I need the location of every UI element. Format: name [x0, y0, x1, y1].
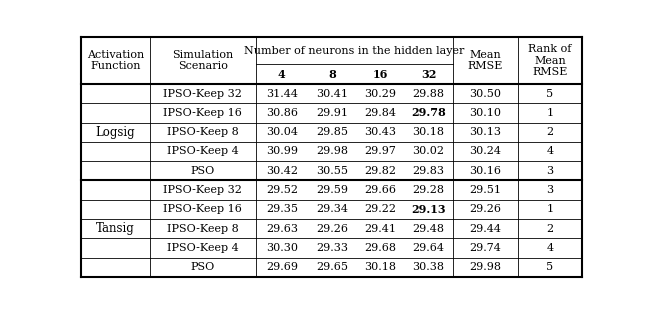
- Text: 4: 4: [547, 243, 554, 253]
- Text: 29.59: 29.59: [316, 185, 348, 195]
- Text: 30.04: 30.04: [266, 127, 298, 137]
- Text: 29.34: 29.34: [316, 204, 348, 214]
- Text: 31.44: 31.44: [266, 89, 298, 99]
- Text: 29.82: 29.82: [364, 166, 397, 176]
- Text: IPSO-Keep 8: IPSO-Keep 8: [167, 127, 239, 137]
- Text: 3: 3: [547, 166, 554, 176]
- Text: IPSO-Keep 16: IPSO-Keep 16: [164, 108, 243, 118]
- Text: 30.10: 30.10: [469, 108, 501, 118]
- Text: Number of neurons in the hidden layer: Number of neurons in the hidden layer: [244, 46, 465, 56]
- Text: 8: 8: [328, 69, 336, 80]
- Text: 4: 4: [547, 146, 554, 156]
- Text: 29.35: 29.35: [266, 204, 298, 214]
- Text: 2: 2: [547, 127, 554, 137]
- Text: 29.63: 29.63: [266, 224, 298, 234]
- Text: 30.16: 30.16: [469, 166, 501, 176]
- Text: IPSO-Keep 4: IPSO-Keep 4: [167, 243, 239, 253]
- Text: 3: 3: [547, 185, 554, 195]
- Text: Mean
RMSE: Mean RMSE: [468, 50, 503, 72]
- Text: Tansig: Tansig: [96, 222, 135, 235]
- Text: 29.84: 29.84: [364, 108, 397, 118]
- Text: 30.29: 30.29: [364, 89, 397, 99]
- Text: 30.42: 30.42: [266, 166, 298, 176]
- Text: IPSO-Keep 32: IPSO-Keep 32: [164, 89, 243, 99]
- Text: 30.43: 30.43: [364, 127, 397, 137]
- Text: 30.02: 30.02: [413, 146, 444, 156]
- Text: 29.85: 29.85: [316, 127, 348, 137]
- Text: 29.48: 29.48: [413, 224, 444, 234]
- Text: 29.13: 29.13: [411, 204, 446, 215]
- Text: 30.30: 30.30: [266, 243, 298, 253]
- Text: 29.68: 29.68: [364, 243, 397, 253]
- Text: 30.86: 30.86: [266, 108, 298, 118]
- Text: Rank of
Mean
RMSE: Rank of Mean RMSE: [529, 44, 572, 77]
- Text: IPSO-Keep 8: IPSO-Keep 8: [167, 224, 239, 234]
- Text: 29.91: 29.91: [316, 108, 348, 118]
- Text: 32: 32: [421, 69, 436, 80]
- Text: 29.98: 29.98: [469, 262, 501, 272]
- Text: 29.64: 29.64: [413, 243, 444, 253]
- Text: 30.24: 30.24: [469, 146, 501, 156]
- Text: 4: 4: [278, 69, 286, 80]
- Text: 30.55: 30.55: [316, 166, 348, 176]
- Text: 1: 1: [547, 108, 554, 118]
- Text: 30.13: 30.13: [469, 127, 501, 137]
- Text: 30.18: 30.18: [364, 262, 397, 272]
- Text: IPSO-Keep 16: IPSO-Keep 16: [164, 204, 243, 214]
- Text: 29.22: 29.22: [364, 204, 397, 214]
- Text: 29.51: 29.51: [469, 185, 501, 195]
- Text: 5: 5: [547, 89, 554, 99]
- Text: 16: 16: [373, 69, 388, 80]
- Text: IPSO-Keep 32: IPSO-Keep 32: [164, 185, 243, 195]
- Text: 29.44: 29.44: [469, 224, 501, 234]
- Text: 29.41: 29.41: [364, 224, 397, 234]
- Text: 30.50: 30.50: [469, 89, 501, 99]
- Text: Simulation
Scenario: Simulation Scenario: [172, 50, 234, 72]
- Text: Activation
Function: Activation Function: [87, 50, 144, 72]
- Text: 29.98: 29.98: [316, 146, 348, 156]
- Text: 29.65: 29.65: [316, 262, 348, 272]
- Text: 29.74: 29.74: [469, 243, 501, 253]
- Text: PSO: PSO: [191, 166, 215, 176]
- Text: PSO: PSO: [191, 262, 215, 272]
- Text: 29.66: 29.66: [364, 185, 397, 195]
- Text: 29.26: 29.26: [469, 204, 501, 214]
- Text: 30.41: 30.41: [316, 89, 348, 99]
- Text: 30.99: 30.99: [266, 146, 298, 156]
- Text: 29.78: 29.78: [411, 107, 446, 118]
- Text: 29.83: 29.83: [413, 166, 444, 176]
- Text: 29.33: 29.33: [316, 243, 348, 253]
- Text: 30.38: 30.38: [413, 262, 444, 272]
- Text: 29.26: 29.26: [316, 224, 348, 234]
- Text: 29.69: 29.69: [266, 262, 298, 272]
- Text: 2: 2: [547, 224, 554, 234]
- Text: 29.52: 29.52: [266, 185, 298, 195]
- Text: 29.97: 29.97: [364, 146, 397, 156]
- Text: 29.28: 29.28: [413, 185, 444, 195]
- Text: 30.18: 30.18: [413, 127, 444, 137]
- Text: 5: 5: [547, 262, 554, 272]
- Text: Logsig: Logsig: [96, 126, 135, 139]
- Text: 1: 1: [547, 204, 554, 214]
- Text: IPSO-Keep 4: IPSO-Keep 4: [167, 146, 239, 156]
- Text: 29.88: 29.88: [413, 89, 444, 99]
